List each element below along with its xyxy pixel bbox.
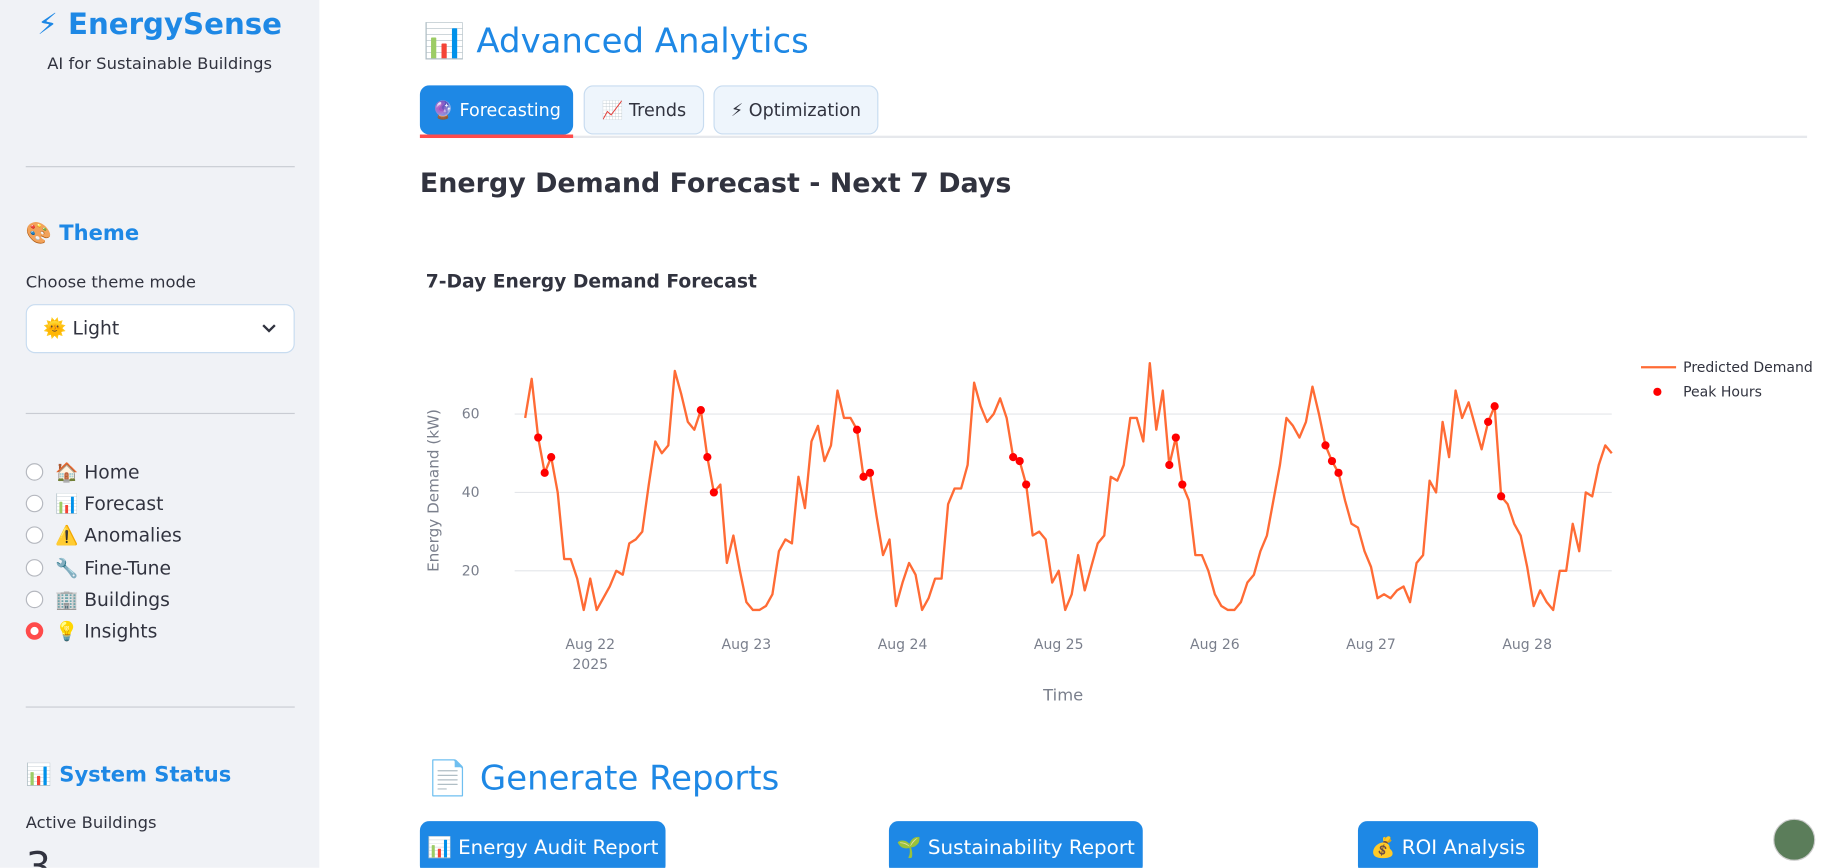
peak-marker — [852, 425, 862, 434]
peak-marker — [534, 433, 543, 442]
brand: ⚡ EnergySense — [37, 7, 283, 41]
nav-item[interactable]: 📊 Forecast — [25, 491, 164, 515]
peak-marker — [1009, 453, 1018, 462]
tab-indicator — [419, 134, 574, 139]
y-axis-label: Energy Demand (kW) — [425, 409, 443, 572]
nav-item[interactable]: 🏢 Buildings — [25, 587, 170, 610]
avatar[interactable] — [1773, 818, 1816, 861]
peak-marker — [703, 453, 712, 462]
tagline: AI for Sustainable Buildings — [47, 54, 273, 74]
tab[interactable]: ⚡ Optimization — [713, 85, 879, 135]
theme-select[interactable]: 🌞 Light — [25, 304, 295, 354]
peak-marker — [1490, 402, 1499, 411]
radio-dot — [25, 590, 44, 608]
peak-marker — [696, 406, 705, 415]
nav-label: 📊 Forecast — [54, 491, 164, 515]
nav-item[interactable]: 🔧 Fine-Tune — [25, 556, 172, 579]
legend-label: Predicted Demand — [1683, 360, 1813, 376]
x-tick-label: Aug 27 — [1346, 637, 1396, 653]
divider — [25, 706, 295, 708]
legend-label: Peak Hours — [1683, 385, 1762, 401]
x-tick-label: Aug 23 — [722, 637, 772, 653]
nav-item[interactable]: 🏠 Home — [25, 460, 140, 483]
nav-label: 🏠 Home — [54, 460, 140, 483]
peak-marker — [1334, 468, 1343, 477]
peak-marker — [1015, 456, 1024, 466]
x-tick-label: Aug 25 — [1034, 637, 1084, 653]
y-tick-label: 60 — [462, 407, 480, 423]
divider — [25, 412, 295, 415]
sidebar: ⚡ EnergySense AI for Sustainable Buildin… — [0, 0, 320, 868]
nav-item[interactable]: 💡 Insights — [25, 619, 158, 642]
x-tick-label: Aug 26 — [1190, 637, 1240, 653]
radio-dot — [25, 494, 44, 512]
peak-marker — [1484, 417, 1493, 426]
y-tick-label: 40 — [462, 485, 480, 501]
tab[interactable]: 📈 Trends — [583, 85, 705, 135]
demand-line — [524, 361, 1613, 612]
peak-marker — [547, 453, 556, 462]
radio-dot — [25, 558, 44, 577]
peak-marker — [1165, 460, 1174, 470]
report-button[interactable]: 🌱 Sustainability Report — [888, 821, 1143, 868]
radio-dot — [25, 525, 44, 544]
theme-label: Choose theme mode — [25, 273, 196, 293]
status-label: Active Buildings — [25, 814, 157, 833]
tab[interactable]: 🔮 Forecasting — [419, 85, 574, 135]
peak-marker — [859, 472, 868, 481]
status-value: 3 — [25, 844, 52, 868]
report-button[interactable]: 📊 Energy Audit Report — [419, 821, 666, 868]
x-tick-label: Aug 24 — [878, 637, 928, 653]
report-button[interactable]: 💰 ROI Analysis — [1357, 821, 1539, 868]
peak-marker — [1321, 441, 1330, 450]
theme-value: 🌞 Light — [43, 316, 120, 340]
peak-marker — [1178, 480, 1187, 489]
x-tick-label: Aug 28 — [1502, 637, 1552, 653]
nav-label: 🔧 Fine-Tune — [54, 556, 172, 579]
peak-marker — [1327, 456, 1337, 466]
chart-title: 7-Day Energy Demand Forecast — [426, 272, 757, 293]
reports-title: 📄 Generate Reports — [426, 757, 780, 798]
radio-dot — [25, 462, 44, 481]
legend-marker — [1653, 387, 1662, 396]
tab-rule — [419, 135, 1808, 139]
x-axis-label: Time — [1042, 686, 1083, 705]
divider — [25, 166, 295, 168]
peak-marker — [709, 488, 718, 497]
peak-marker — [865, 468, 875, 477]
page-title: 📊 Advanced Analytics — [423, 21, 809, 61]
nav-item[interactable]: ⚠️ Anomalies — [25, 523, 182, 546]
section-title: Energy Demand Forecast - Next 7 Days — [419, 168, 1012, 199]
peak-marker — [1497, 492, 1506, 501]
radio-dot — [25, 621, 44, 640]
nav-label: 🏢 Buildings — [54, 587, 170, 610]
y-tick-label: 20 — [462, 563, 480, 579]
peak-marker — [1022, 480, 1031, 489]
peak-marker — [540, 468, 549, 477]
chevron — [262, 324, 276, 333]
theme-heading: 🎨 Theme — [25, 221, 140, 246]
nav-label: 💡 Insights — [54, 619, 158, 642]
x-tick-label: Aug 22 2025 — [565, 637, 615, 673]
peak-marker — [1171, 433, 1180, 442]
status-heading: 📊 System Status — [25, 762, 232, 788]
nav-label: ⚠️ Anomalies — [54, 523, 182, 546]
